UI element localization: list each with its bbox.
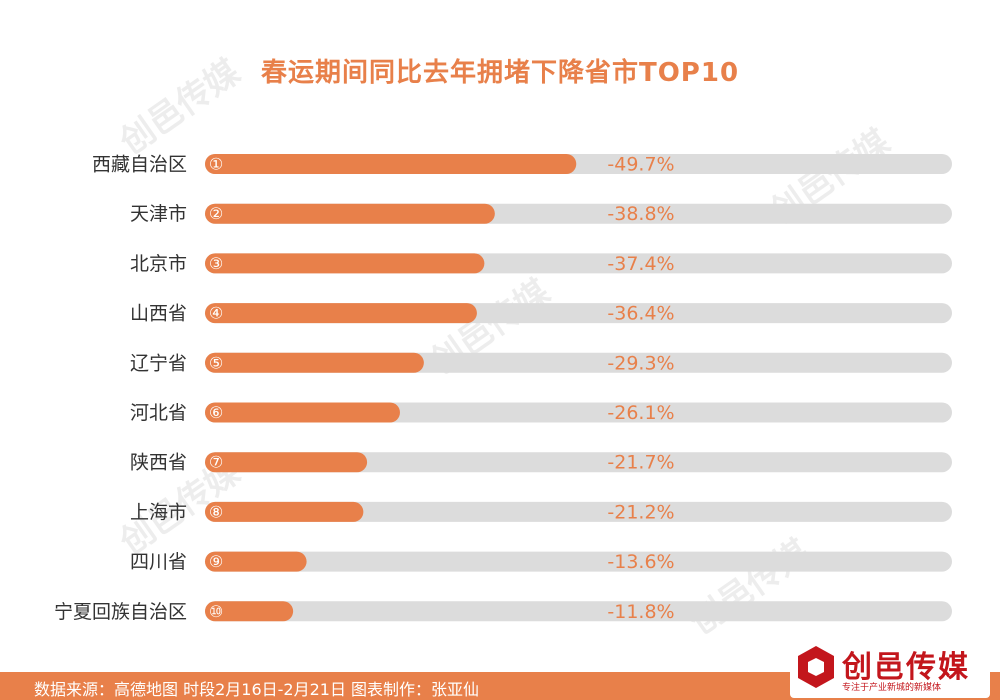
bar — [205, 501, 364, 522]
bar — [205, 402, 400, 423]
rank-label: ③ — [209, 254, 223, 273]
value-label: -38.8% — [607, 203, 674, 225]
bar-track — [205, 601, 952, 622]
category-label: 山西省 — [130, 303, 187, 325]
bar-row: ⑩ 宁夏回族自治区 -11.8% — [54, 601, 952, 623]
bar-track — [205, 551, 952, 572]
rank-label: ⑨ — [209, 552, 223, 571]
bar-track — [205, 452, 952, 473]
bar-row: ④ 山西省 -36.4% — [130, 303, 952, 325]
brand-name: 创邑传媒 — [842, 650, 970, 685]
category-label: 上海市 — [130, 501, 187, 523]
category-label: 西藏自治区 — [92, 154, 187, 176]
rank-label: ⑥ — [209, 403, 223, 422]
bar — [205, 203, 495, 224]
rank-label: ⑧ — [209, 502, 223, 521]
bar-row: ③ 北京市 -37.4% — [130, 253, 952, 275]
bar-row: ⑤ 辽宁省 -29.3% — [130, 352, 952, 374]
bar-row: ⑥ 河北省 -26.1% — [130, 402, 952, 424]
bar-track — [205, 501, 952, 522]
bar — [205, 551, 307, 572]
category-label: 辽宁省 — [130, 352, 187, 374]
rank-label: ④ — [209, 304, 223, 323]
value-label: -37.4% — [607, 253, 674, 275]
value-label: -26.1% — [607, 402, 674, 424]
category-label: 宁夏回族自治区 — [54, 601, 187, 623]
rank-label: ⑤ — [209, 353, 223, 372]
rank-label: ⑦ — [209, 453, 223, 472]
value-label: -11.8% — [607, 601, 674, 623]
bar — [205, 253, 485, 274]
category-label: 北京市 — [130, 253, 187, 275]
bar-chart: ① 西藏自治区 -49.7% ② 天津市 -38.8% ③ 北京市 -37.4% ④ 山西省 -36.… — [54, 154, 952, 623]
bar-row: ① 西藏自治区 -49.7% — [92, 154, 952, 176]
bar — [205, 352, 424, 373]
rank-label: ② — [209, 204, 223, 223]
value-label: -29.3% — [607, 352, 674, 374]
bar — [205, 154, 577, 174]
brand-tagline: 专注于产业新城的新媒体 — [842, 683, 942, 693]
value-label: -13.6% — [607, 551, 674, 573]
brand-logo: 创邑传媒 专注于产业新城的新媒体 — [790, 640, 990, 698]
category-label: 陕西省 — [130, 452, 187, 474]
bar — [205, 452, 368, 473]
bar — [205, 303, 477, 324]
rank-label: ① — [209, 155, 223, 174]
rank-label: ⑩ — [209, 602, 223, 621]
cube-logo-icon — [798, 646, 834, 688]
value-label: -21.2% — [607, 501, 674, 523]
value-label: -49.7% — [607, 154, 674, 176]
bar-row: ⑨ 四川省 -13.6% — [130, 551, 952, 573]
data-source-note: 数据来源：高德地图 时段2月16日-2月21日 图表制作：张亚仙 — [34, 680, 480, 699]
category-label: 天津市 — [130, 203, 187, 225]
chart-title: 春运期间同比去年拥堵下降省市TOP10 — [260, 58, 740, 88]
category-label: 河北省 — [130, 402, 187, 424]
bar-row: ② 天津市 -38.8% — [130, 203, 952, 225]
bar-row: ⑧ 上海市 -21.2% — [130, 501, 952, 523]
bar — [205, 601, 294, 622]
value-label: -21.7% — [607, 452, 674, 474]
bar-row: ⑦ 陕西省 -21.7% — [130, 452, 952, 474]
value-label: -36.4% — [607, 303, 674, 325]
category-label: 四川省 — [130, 551, 187, 573]
